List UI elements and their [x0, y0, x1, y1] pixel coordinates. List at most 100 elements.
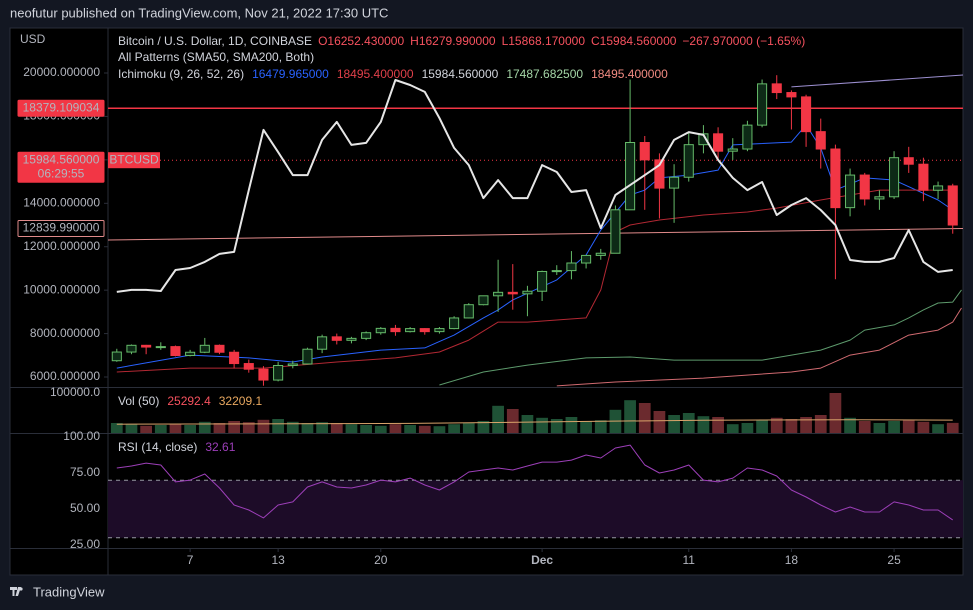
candle-body: [551, 270, 562, 273]
volume-bar: [184, 425, 196, 433]
ichimoku-legend: Ichimoku (9, 26, 52, 26) 16479.965000 1849…: [118, 67, 668, 81]
countdown-label: 06:29:55: [38, 166, 85, 180]
logo-dot: [19, 587, 23, 591]
candle-body: [185, 351, 196, 357]
volume-value: 25292.4: [167, 394, 211, 408]
ichimoku-value: 17487.682500: [506, 67, 583, 81]
volume-bar: [301, 423, 314, 433]
ichimoku-value: 18495.400000: [337, 67, 414, 81]
volume-bar: [873, 423, 886, 433]
footer-logo: TradingView: [10, 584, 105, 599]
volume-title: Vol (50): [118, 394, 159, 408]
rsi-band: [108, 480, 963, 538]
ohlc-value: L15868.170000: [502, 34, 586, 48]
candle-body: [830, 148, 841, 209]
candle-body: [463, 304, 474, 319]
candle-body: [478, 295, 489, 306]
volume-bar: [946, 422, 959, 433]
candle-body: [537, 270, 548, 292]
candle-body: [874, 196, 885, 200]
candle-body: [214, 344, 225, 353]
volume-bar: [624, 400, 636, 433]
overlay-line: [116, 79, 953, 293]
candle-body: [111, 351, 122, 362]
y-tick-label: 14000.000000: [23, 195, 100, 209]
symbol-box: [108, 152, 160, 169]
rsi-tick-label: 25.00: [70, 537, 100, 551]
candle-body: [449, 317, 460, 330]
volume-bar: [800, 417, 812, 433]
price-label-box: [17, 99, 105, 117]
volume-bar: [345, 424, 358, 433]
rsi-legend: RSI (14, close) 32.61: [118, 440, 236, 454]
y-tick-label: 6000.000000: [30, 369, 100, 383]
x-tick-label: Dec: [531, 553, 553, 567]
legend-title: Bitcoin / U.S. Dollar, 1D, COINBASE: [118, 34, 312, 48]
x-tick-label: 7: [187, 553, 194, 567]
candle-body: [258, 368, 269, 381]
y-tick-label: 8000.000000: [30, 326, 100, 340]
candle-body: [493, 291, 504, 297]
ohlc-value: H16279.990000: [410, 34, 496, 48]
candle-body: [918, 163, 929, 191]
footer-text: TradingView: [33, 584, 105, 599]
x-tick-label: 18: [785, 553, 799, 567]
volume-bar: [125, 424, 138, 433]
rsi-tick-label: 100.00: [63, 429, 100, 443]
indicator-line: [439, 289, 962, 386]
volume-bar: [829, 393, 842, 433]
candle-body: [434, 328, 445, 333]
volume-bar: [550, 419, 563, 433]
candle-body: [742, 124, 753, 150]
volume-bar: [242, 422, 255, 433]
ichimoku-value: 18495.400000: [591, 67, 668, 81]
rsi-title: RSI (14, close): [118, 440, 197, 454]
volume-bar: [360, 425, 372, 433]
volume-bar: [448, 424, 460, 433]
candle-body: [375, 327, 386, 334]
candle-body: [595, 252, 606, 256]
volume-bar: [316, 422, 328, 433]
candle-body: [801, 96, 812, 133]
candle-body: [713, 133, 724, 152]
ichimoku-value: 15984.560000: [422, 67, 499, 81]
candle-body: [786, 92, 797, 98]
volume-bar: [140, 425, 152, 433]
ohlc-value: C15984.560000: [591, 34, 677, 48]
volume-bar: [917, 421, 930, 433]
candle-body: [610, 209, 621, 254]
candle-body: [757, 83, 768, 126]
price-label-box: [17, 151, 105, 183]
volume-bar: [213, 423, 226, 433]
candle-body: [243, 363, 254, 370]
candle-body: [507, 291, 518, 295]
volume-bar: [404, 425, 416, 433]
x-tick-label: 13: [271, 553, 285, 567]
candle-body: [522, 290, 533, 295]
y-tick-label: 12000.000000: [23, 239, 100, 253]
volume-bar: [712, 417, 724, 433]
trend-line: [108, 228, 963, 241]
ohlc-value: −267.970000 (−1.65%): [682, 34, 805, 48]
volume-bar: [330, 423, 343, 433]
volume-bar: [506, 409, 519, 433]
candle-body: [287, 363, 298, 367]
candle-body: [727, 148, 738, 152]
x-tick-label: 25: [887, 553, 901, 567]
candle-body: [419, 328, 430, 333]
candle-body: [141, 344, 152, 348]
candle-body: [566, 262, 577, 272]
candle-body: [698, 133, 709, 146]
volume-bar: [785, 419, 798, 433]
candle-body: [581, 254, 592, 264]
volume-bar: [418, 425, 431, 433]
volume-bar: [756, 420, 768, 433]
ohlc-value: O16252.430000: [318, 34, 404, 48]
price-label: 18379.109034: [23, 100, 100, 114]
candle-body: [273, 365, 284, 381]
volume-bar: [389, 424, 402, 433]
volume-bar: [888, 421, 900, 433]
candle-body: [933, 185, 944, 191]
candle-body: [155, 346, 166, 349]
